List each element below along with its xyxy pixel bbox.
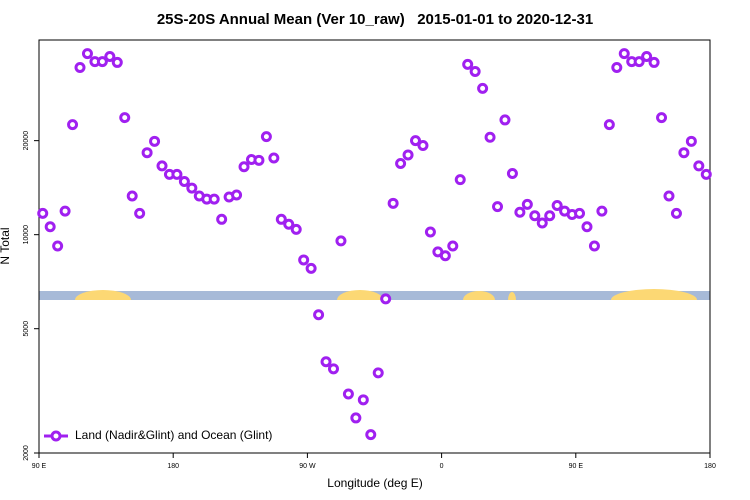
data-point [365,429,377,441]
data-point [380,293,392,305]
data-point [484,131,496,143]
data-point [596,205,608,217]
plot-frame [38,39,711,454]
x-tick-label: 90 W [299,463,316,470]
x-tick-label: 90 E [32,463,47,470]
data-point [141,147,153,159]
data-point [327,363,339,375]
data-point [231,189,243,201]
data-point [670,207,682,219]
data-point [37,207,49,219]
data-point [454,174,466,186]
data-point [581,221,593,233]
y-axis-label: N Total [0,227,12,264]
data-point [275,213,287,225]
data-point [551,199,563,211]
data-point [536,217,548,229]
data-point [410,135,422,147]
data-point [514,206,526,218]
x-tick-label: 90 E [569,463,584,470]
data-point [260,131,272,143]
data-point [253,154,265,166]
data-point [238,161,250,173]
data-point [402,149,414,161]
legend-label: Land (Nadir&Glint) and Ocean (Glint) [75,428,272,442]
data-point [52,240,64,252]
data-point [678,147,690,159]
data-point [357,394,369,406]
chart-title: 25S-20S Annual Mean (Ver 10_raw) 2015-01… [157,11,593,28]
legend-marker [50,430,62,442]
data-point [216,213,228,225]
data-point [111,56,123,68]
data-point [313,309,325,321]
data-point [611,61,623,73]
data-point [700,168,712,180]
data-point [171,168,183,180]
data-point [134,207,146,219]
data-point [663,190,675,202]
data-point [290,223,302,235]
data-point [656,112,668,124]
data-point [447,240,459,252]
data-point [283,218,295,230]
data-point [648,56,660,68]
data-point [529,210,541,222]
data-point [44,221,56,233]
data-point [96,56,108,68]
y-tick-label: 2000 [23,445,30,461]
data-point [320,356,332,368]
data-point [521,198,533,210]
data-point [119,112,131,124]
x-tick-label: 180 [704,463,716,470]
data-point [126,190,138,202]
x-tick-label: 180 [167,463,179,470]
data-point [618,48,630,60]
data-point [506,167,518,179]
data-point [372,367,384,379]
y-tick-label: 20000 [23,131,30,151]
data-point [156,160,168,172]
data-point [469,65,481,77]
map-strip [0,289,750,312]
data-point [693,160,705,172]
y-tick-label: 10000 [23,225,30,245]
x-tick-label: 0 [440,463,444,470]
data-point [335,235,347,247]
data-point [588,240,600,252]
data-point [305,262,317,274]
data-point [641,50,653,62]
data-point [439,250,451,262]
data-point [81,48,93,60]
data-point [499,114,511,126]
data-point [417,139,429,151]
data-point [67,119,79,131]
data-point [59,205,71,217]
data-point [603,119,615,131]
data-point [186,182,198,194]
data-point [685,135,697,147]
y-tick-label: 5000 [23,321,30,337]
data-point [74,61,86,73]
data-point [477,82,489,94]
data-point [633,56,645,68]
data-point [387,197,399,209]
data-point [342,388,354,400]
data-point [268,152,280,164]
data-point [395,157,407,169]
data-point [298,254,310,266]
data-point [178,175,190,187]
data-point [544,210,556,222]
data-point [424,226,436,238]
x-axis-label: Longitude (deg E) [327,476,422,490]
data-point [104,50,116,62]
data-point [149,135,161,147]
data-point [492,201,504,213]
data-point [462,58,474,70]
data-point [574,207,586,219]
data-point [208,193,220,205]
data-point [350,412,362,424]
